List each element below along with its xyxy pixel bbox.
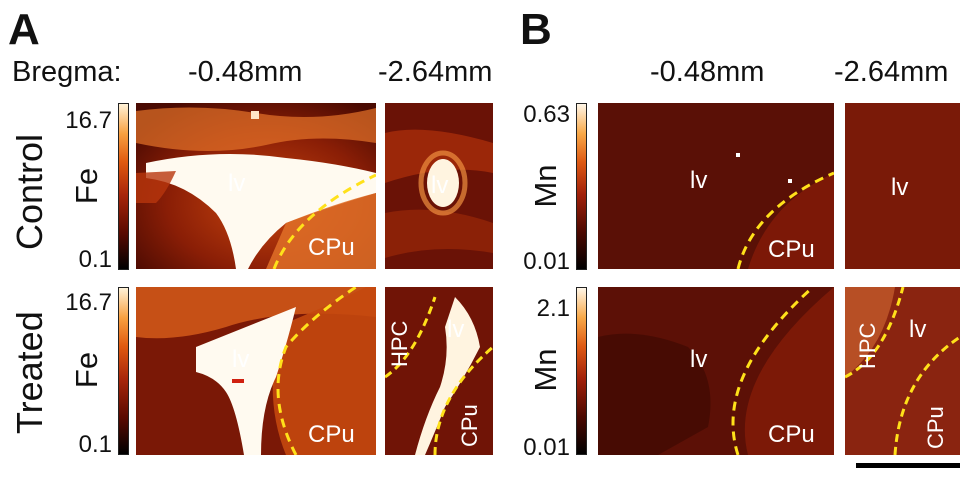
image-mn-treated-bregma-048: lv CPu bbox=[598, 287, 834, 455]
label-lv: lv bbox=[690, 346, 707, 373]
label-lv: lv bbox=[431, 172, 448, 199]
image-mn-control-bregma-048: lv CPu bbox=[598, 103, 834, 269]
colorbar-mn-control-max: 0.63 bbox=[523, 101, 570, 128]
panel-b-position-2: -2.64mm bbox=[834, 56, 949, 88]
row-label-control: Control bbox=[9, 133, 50, 251]
bregma-label: Bregma: bbox=[12, 56, 122, 88]
label-lv: lv bbox=[232, 346, 249, 373]
element-label-mn-control: Mn bbox=[528, 164, 563, 208]
colorbar-mn-control bbox=[576, 103, 587, 270]
panel-b-position-1: -0.48mm bbox=[650, 56, 765, 88]
scale-bar bbox=[856, 463, 960, 468]
label-cpu: CPu bbox=[768, 236, 815, 263]
colorbar-fe-control-max: 16.7 bbox=[65, 107, 112, 134]
label-hpc: HPC bbox=[387, 320, 412, 367]
label-lv: lv bbox=[891, 174, 908, 201]
colorbar-fe-control bbox=[118, 103, 129, 270]
label-lv: lv bbox=[909, 316, 926, 343]
image-fe-treated-bregma-048: lv CPu bbox=[136, 287, 376, 455]
colorbar-fe-treated bbox=[118, 287, 129, 455]
label-hpc: HPC bbox=[855, 322, 880, 369]
panel-letter-b: B bbox=[520, 5, 552, 54]
panel-a-position-2: -2.64mm bbox=[378, 56, 493, 88]
panel-a-position-1: -0.48mm bbox=[188, 56, 303, 88]
colorbar-fe-treated-min: 0.1 bbox=[78, 431, 112, 458]
label-lv: lv bbox=[228, 170, 245, 197]
label-lv: lv bbox=[690, 167, 707, 194]
colorbar-mn-control-min: 0.01 bbox=[523, 248, 570, 275]
image-mn-control-bregma-264: lv bbox=[845, 103, 960, 269]
element-label-fe-control: Fe bbox=[69, 167, 104, 205]
image-mn-treated-bregma-264: HPC lv CPu bbox=[845, 287, 960, 455]
image-fe-control-bregma-264: lv bbox=[385, 103, 493, 269]
element-label-mn-treated: Mn bbox=[528, 348, 563, 392]
panel-letter-a: A bbox=[8, 5, 40, 54]
label-lv: lv bbox=[447, 316, 464, 343]
colorbar-fe-control-min: 0.1 bbox=[78, 246, 112, 273]
label-cpu: CPu bbox=[308, 421, 355, 448]
colorbar-fe-treated-max: 16.7 bbox=[65, 289, 112, 316]
label-cpu: CPu bbox=[923, 406, 948, 449]
colorbar-mn-treated-min: 0.01 bbox=[523, 434, 570, 461]
colorbar-mn-treated bbox=[576, 287, 587, 455]
colorbar-mn-treated-max: 2.1 bbox=[536, 295, 570, 322]
element-label-fe-treated: Fe bbox=[69, 351, 104, 389]
label-cpu: CPu bbox=[768, 421, 815, 448]
image-fe-treated-bregma-264: HPC lv CPu bbox=[385, 287, 493, 455]
row-label-treated: Treated bbox=[9, 311, 50, 434]
label-cpu: CPu bbox=[457, 404, 482, 447]
label-cpu: CPu bbox=[308, 234, 355, 261]
image-fe-control-bregma-048: lv CPu bbox=[136, 103, 376, 269]
